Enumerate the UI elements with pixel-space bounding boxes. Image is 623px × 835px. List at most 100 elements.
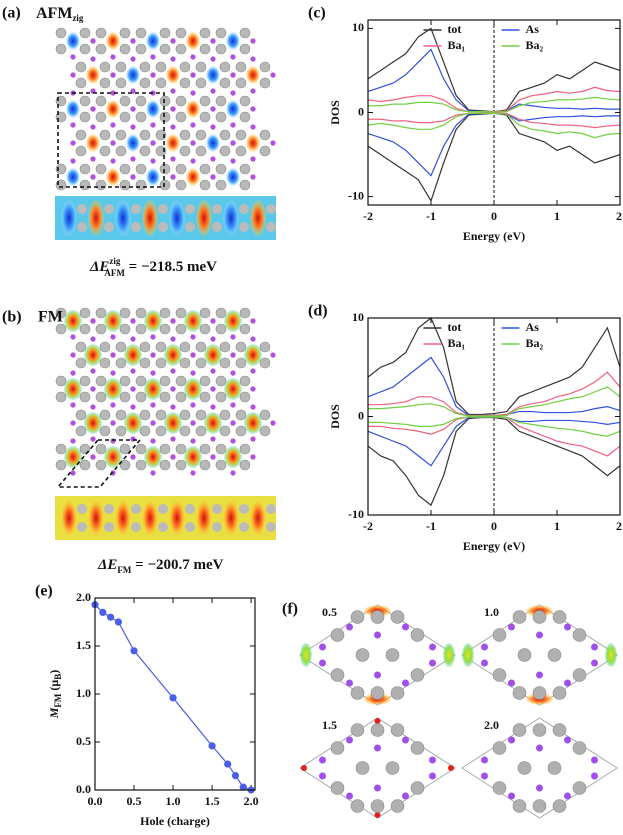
ba-atom (99, 425, 111, 437)
ba-atom (195, 425, 207, 437)
ba-atom (55, 43, 67, 55)
ba-atom (572, 668, 587, 682)
ba-atom (115, 61, 127, 73)
as-atom (170, 386, 176, 392)
as-atom (130, 156, 136, 162)
ba-atom (79, 179, 91, 191)
ba-atom (99, 145, 111, 157)
ba-atom (79, 307, 91, 319)
ba-atom (239, 443, 251, 455)
ba-atom (79, 163, 91, 175)
ba-atom (79, 43, 91, 55)
ba-atom (75, 77, 87, 89)
as-atom (374, 784, 381, 792)
as-atom (250, 174, 256, 180)
as-atom (270, 352, 276, 358)
spin-density (146, 448, 160, 466)
point (130, 647, 138, 655)
as-atom (70, 158, 76, 164)
ba-atom (175, 391, 187, 403)
as-atom (230, 90, 236, 96)
x-axis-label: Energy (eV) (463, 229, 525, 243)
ba-atom (119, 27, 131, 39)
as-atom (230, 420, 236, 426)
spin-density (86, 66, 100, 84)
as-atom (170, 124, 176, 130)
ba-atom (159, 307, 171, 319)
as-atom (230, 470, 236, 476)
as-atom (210, 368, 216, 374)
ba-atom (410, 668, 425, 682)
ba-atom (266, 522, 276, 532)
ba-atom (75, 129, 87, 141)
as-atom (536, 744, 543, 752)
ba-atom (79, 323, 91, 335)
ba-atom (158, 204, 168, 214)
ba-atom (199, 391, 211, 403)
ba-atom (159, 163, 171, 175)
ba-atom (235, 357, 247, 369)
ba-atom (95, 391, 107, 403)
legend-label: As (526, 22, 540, 36)
as-atom (150, 470, 156, 476)
ba-atom (552, 723, 567, 737)
ba-atom (266, 504, 276, 514)
x-tick-label: 0 (491, 209, 497, 223)
ba-atom (390, 723, 405, 737)
ba-atom (212, 522, 222, 532)
as-atom (346, 792, 353, 800)
ba-atom (370, 686, 385, 700)
as-atom (90, 386, 96, 392)
as-atom (170, 404, 176, 410)
as-atom (70, 470, 76, 476)
legend-label: Ba₁ (447, 336, 465, 350)
as-atom (319, 772, 326, 780)
spin-density (66, 380, 80, 398)
ba-atom (55, 307, 67, 319)
energy-sub: FM (117, 565, 131, 575)
ba-atom (79, 111, 91, 123)
ba-atom (175, 43, 187, 55)
ba-atom (158, 522, 168, 532)
spin-density (126, 66, 140, 84)
spin-density (86, 134, 100, 152)
ba-atom (159, 391, 171, 403)
ba-atom (195, 357, 207, 369)
y-axis-label: DOS (328, 100, 342, 125)
ba-atom (115, 357, 127, 369)
as-atom (536, 631, 543, 639)
panel-label: (e) (35, 583, 53, 600)
as-atom (210, 56, 216, 62)
as-atom (90, 436, 96, 442)
as-atom (130, 174, 136, 180)
ba-atom (115, 77, 127, 89)
ba-atom (195, 77, 207, 89)
ba-atom (235, 61, 247, 73)
as-atom (210, 106, 216, 112)
spin-density (106, 448, 120, 466)
as-atom (110, 54, 116, 60)
ba-atom (115, 129, 127, 141)
ba-atom (55, 323, 67, 335)
ba-atom (219, 409, 231, 421)
spin-density (448, 765, 454, 771)
ba-atom (492, 668, 507, 682)
as-atom (190, 90, 196, 96)
ba-atom (159, 459, 171, 471)
as-atom (190, 470, 196, 476)
ba-atom (175, 375, 187, 387)
ba-atom (95, 323, 107, 335)
ba-atom (410, 741, 425, 755)
y-tick-label: 1.5 (76, 638, 91, 652)
as-atom (70, 402, 76, 408)
ba-atom (95, 443, 107, 455)
as-atom (250, 318, 256, 324)
spin-density (462, 643, 474, 667)
as-atom (170, 336, 176, 342)
as-atom (346, 623, 353, 631)
spin-density (166, 414, 180, 432)
ba-atom (235, 129, 247, 141)
spin-density (226, 168, 240, 186)
panel-label: (d) (308, 303, 328, 320)
as-atom (150, 438, 156, 444)
